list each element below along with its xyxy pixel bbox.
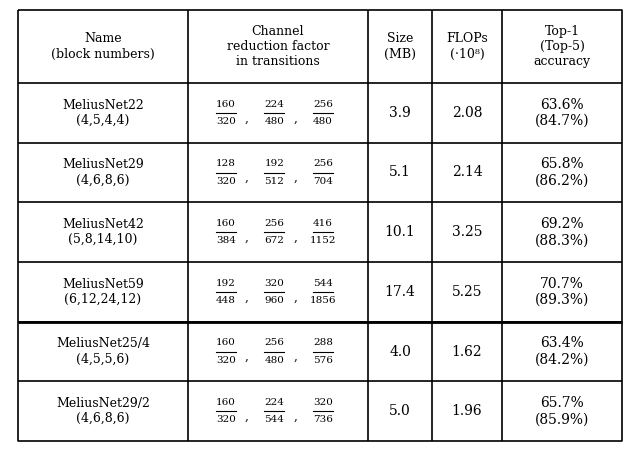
Text: 448: 448 [216, 296, 236, 305]
Text: 320: 320 [216, 415, 236, 424]
Text: 480: 480 [313, 117, 333, 126]
Text: MeliusNet29
(4,6,8,6): MeliusNet29 (4,6,8,6) [62, 158, 144, 187]
Text: ,: , [244, 230, 248, 244]
Text: 320: 320 [264, 279, 284, 288]
Text: ,: , [293, 230, 297, 244]
Text: 160: 160 [216, 398, 236, 407]
Text: 672: 672 [264, 236, 284, 245]
Text: MeliusNet22
(4,5,4,4): MeliusNet22 (4,5,4,4) [62, 99, 144, 127]
Text: 224: 224 [264, 398, 284, 407]
Text: 320: 320 [313, 398, 333, 407]
Text: 256: 256 [264, 219, 284, 228]
Text: 320: 320 [216, 117, 236, 126]
Text: 1.96: 1.96 [452, 404, 483, 418]
Text: 70.7%
(89.3%): 70.7% (89.3%) [535, 277, 589, 307]
Text: 3.25: 3.25 [452, 225, 483, 239]
Text: 576: 576 [313, 356, 333, 365]
Text: 160: 160 [216, 219, 236, 228]
Text: Name
(block numbers): Name (block numbers) [51, 32, 155, 60]
Text: 128: 128 [216, 159, 236, 168]
Text: 288: 288 [313, 338, 333, 347]
Text: 256: 256 [313, 159, 333, 168]
Text: Size
(MB): Size (MB) [384, 32, 416, 60]
Text: ,: , [293, 350, 297, 363]
Text: 160: 160 [216, 338, 236, 347]
Text: MeliusNet59
(6,12,24,12): MeliusNet59 (6,12,24,12) [62, 278, 144, 306]
Text: ,: , [244, 290, 248, 304]
Text: 65.7%
(85.9%): 65.7% (85.9%) [535, 396, 589, 426]
Text: 544: 544 [264, 415, 284, 424]
Text: ,: , [244, 171, 248, 184]
Text: 2.14: 2.14 [452, 166, 483, 179]
Text: 192: 192 [216, 279, 236, 288]
Text: ,: , [293, 171, 297, 184]
Text: ,: , [293, 111, 297, 124]
Text: 5.1: 5.1 [389, 166, 411, 179]
Text: FLOPs
(·10⁸): FLOPs (·10⁸) [446, 32, 488, 60]
Text: 544: 544 [313, 279, 333, 288]
Text: 384: 384 [216, 236, 236, 245]
Text: 320: 320 [216, 356, 236, 365]
Text: ,: , [244, 350, 248, 363]
Text: 63.6%
(84.7%): 63.6% (84.7%) [534, 98, 589, 128]
Text: 512: 512 [264, 177, 284, 186]
Text: 5.25: 5.25 [452, 285, 483, 299]
Text: 256: 256 [313, 100, 333, 109]
Text: Channel
reduction factor
in transitions: Channel reduction factor in transitions [227, 25, 330, 68]
Text: 160: 160 [216, 100, 236, 109]
Text: 65.8%
(86.2%): 65.8% (86.2%) [535, 157, 589, 188]
Text: 63.4%
(84.2%): 63.4% (84.2%) [535, 336, 589, 367]
Text: ,: , [293, 290, 297, 304]
Text: 960: 960 [264, 296, 284, 305]
Text: ,: , [293, 410, 297, 423]
Text: 416: 416 [313, 219, 333, 228]
Text: 256: 256 [264, 338, 284, 347]
Text: 320: 320 [216, 177, 236, 186]
Text: MeliusNet29/2
(4,6,8,6): MeliusNet29/2 (4,6,8,6) [56, 397, 150, 425]
Text: 17.4: 17.4 [385, 285, 415, 299]
Text: 736: 736 [313, 415, 333, 424]
Text: 192: 192 [264, 159, 284, 168]
Text: MeliusNet42
(5,8,14,10): MeliusNet42 (5,8,14,10) [62, 218, 144, 246]
Text: 10.1: 10.1 [385, 225, 415, 239]
Text: 1856: 1856 [310, 296, 336, 305]
Text: 480: 480 [264, 356, 284, 365]
Text: 69.2%
(88.3%): 69.2% (88.3%) [535, 217, 589, 247]
Text: 1.62: 1.62 [452, 345, 483, 359]
Text: ,: , [244, 410, 248, 423]
Text: MeliusNet25/4
(4,5,5,6): MeliusNet25/4 (4,5,5,6) [56, 337, 150, 365]
Text: ,: , [244, 111, 248, 124]
Text: 480: 480 [264, 117, 284, 126]
Text: 4.0: 4.0 [389, 345, 411, 359]
Text: Top-1
(Top-5)
accuracy: Top-1 (Top-5) accuracy [533, 25, 591, 68]
Text: 224: 224 [264, 100, 284, 109]
Text: 1152: 1152 [310, 236, 336, 245]
Text: 704: 704 [313, 177, 333, 186]
Text: 5.0: 5.0 [389, 404, 411, 418]
Text: 2.08: 2.08 [452, 106, 483, 120]
Text: 3.9: 3.9 [389, 106, 411, 120]
